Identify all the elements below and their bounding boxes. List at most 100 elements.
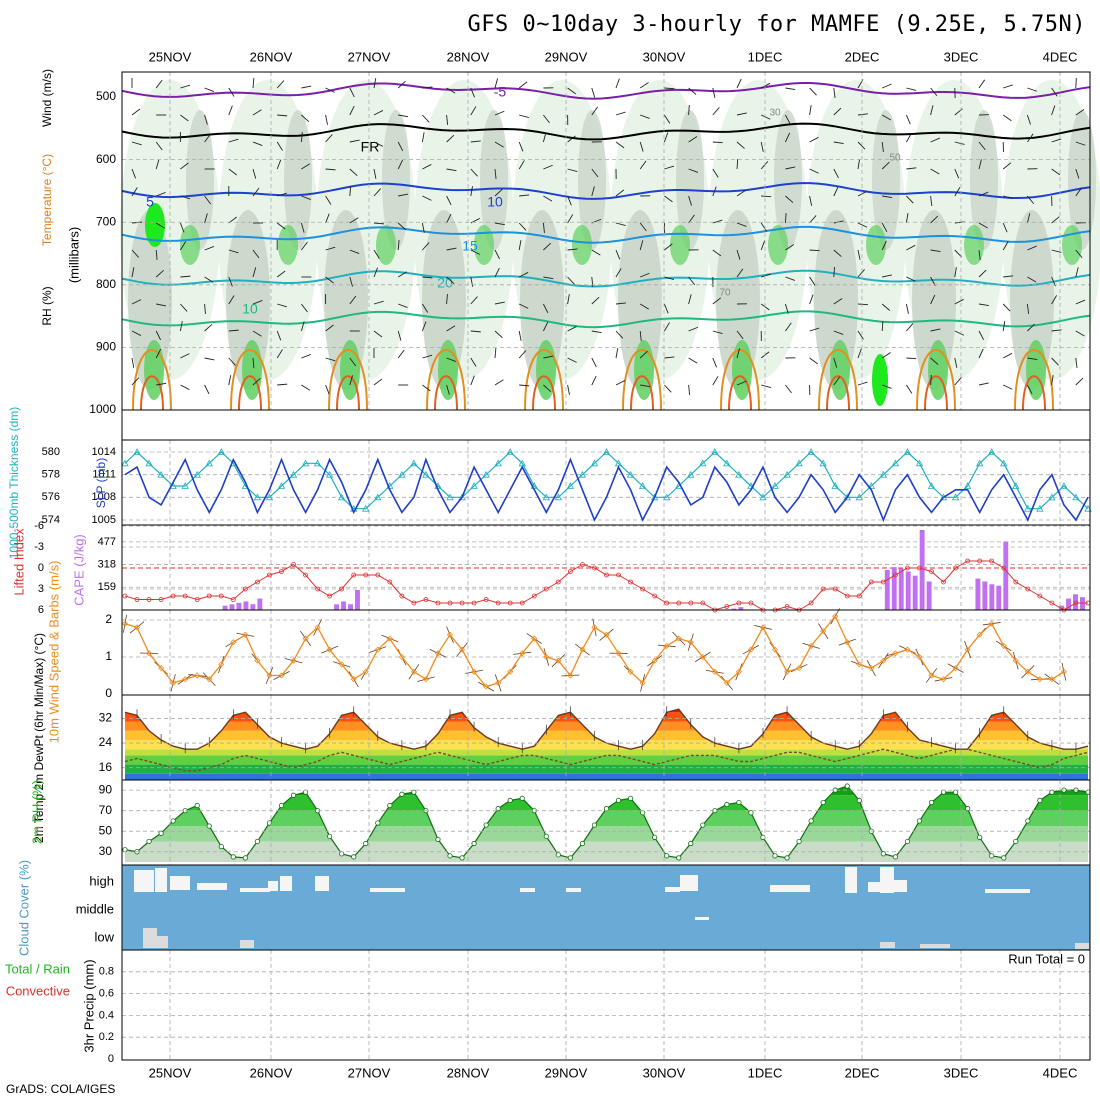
- rh2m-point: [1013, 838, 1019, 845]
- high-cloud-bar: [845, 867, 857, 893]
- contour-label: 15: [462, 238, 478, 254]
- temperature-legend-label: Temperature (°C): [40, 154, 54, 246]
- thickness-point: [663, 493, 671, 501]
- rh-shade-bright: [145, 203, 165, 247]
- wind-barb: [881, 320, 884, 332]
- top-date-label: 2DEC: [845, 49, 880, 64]
- bottom-date-label: 2DEC: [845, 1065, 880, 1080]
- rh-shade-mid: [480, 110, 508, 250]
- thickness-tick-label: 576: [42, 491, 60, 503]
- wind-speed-point: [711, 668, 718, 675]
- rh2m-point: [700, 822, 706, 828]
- wind-barb: [785, 114, 791, 125]
- cape-bar: [731, 608, 737, 610]
- wind-barb: [1027, 276, 1037, 283]
- wind-speed-point: [290, 657, 297, 664]
- wind-barb: [155, 269, 164, 278]
- isotherm-25-contour: [720, 349, 760, 411]
- high-cloud-bar: [566, 888, 581, 892]
- wind-barb: [567, 168, 578, 173]
- wind-barb: [567, 357, 577, 363]
- wind-barb: [954, 249, 963, 258]
- wind-speed-point: [639, 679, 646, 686]
- wind-barb: [397, 330, 402, 341]
- wind-speed-point: [1048, 676, 1055, 683]
- rh2m-point: [760, 834, 766, 840]
- wind-barb: [252, 249, 260, 259]
- thickness-line: [124, 451, 1089, 510]
- rh2m-point: [808, 818, 814, 824]
- rh-shade-green: [1062, 225, 1082, 265]
- wind-speed-point: [555, 657, 562, 664]
- wind-barb: [785, 244, 795, 251]
- wind-barb: [228, 357, 236, 366]
- wind-barb: [301, 353, 311, 359]
- wind-barb: [615, 78, 620, 89]
- wind-barb: [639, 160, 647, 170]
- wind-barb: [446, 384, 450, 395]
- rh2m-point: [965, 806, 971, 812]
- wind-barb: [494, 110, 505, 116]
- cape-bar: [334, 604, 340, 610]
- wind-barb: [397, 271, 407, 278]
- li-tick-label: 6: [38, 604, 44, 616]
- li-point: [206, 593, 212, 599]
- wind-barb: [373, 110, 384, 116]
- wind-speed-point: [507, 668, 514, 675]
- wind-barb: [664, 165, 675, 170]
- li-point: [700, 600, 706, 606]
- pressure-tick-label: 500: [96, 89, 116, 103]
- wind-barb: [470, 186, 473, 197]
- wind-barb: [252, 267, 257, 278]
- wind-barb: [252, 168, 257, 179]
- rh-shade-mid: [872, 110, 900, 250]
- thickness-point: [831, 482, 839, 489]
- wind-barb: [156, 303, 167, 307]
- thickness-point: [891, 459, 900, 467]
- cape-bar: [738, 607, 744, 610]
- wind-barb: [833, 249, 842, 257]
- wind-barb: [155, 159, 160, 170]
- li-point: [604, 572, 609, 578]
- wind-barb: [857, 249, 861, 260]
- rh2m-point: [170, 818, 176, 824]
- high-cloud-bar: [155, 868, 167, 892]
- cape-bar: [975, 578, 981, 610]
- wind-barb: [397, 222, 406, 231]
- rh2m-point: [327, 833, 333, 839]
- li-point: [1001, 565, 1007, 571]
- wind-barb: [179, 222, 185, 233]
- isotherm-25-contour: [328, 349, 368, 411]
- wind-barb: [833, 87, 836, 98]
- wind-barb: [422, 242, 430, 251]
- wind-barb: [422, 164, 432, 170]
- wind-speed-point: [567, 672, 574, 679]
- wind-speed-point: [651, 657, 658, 664]
- wind-barb: [663, 303, 669, 314]
- wind-barb: [542, 303, 549, 314]
- slp-ylabel: SLP (mb): [94, 458, 108, 508]
- li-point: [435, 600, 441, 606]
- wind-speed-point: [663, 642, 670, 649]
- run-total-label: Run Total = 0: [1008, 951, 1085, 966]
- temp-band: [125, 749, 1088, 756]
- wind-speed-point: [940, 676, 947, 683]
- wind-speed-point: [832, 613, 839, 620]
- thickness-point: [157, 470, 165, 478]
- cloud-level-label: middle: [76, 901, 114, 916]
- wind-barb: [785, 87, 796, 91]
- wind-barb: [276, 222, 286, 230]
- rh2m-point: [989, 853, 995, 859]
- rh2m-point: [736, 799, 742, 806]
- wind-barb: [857, 303, 869, 306]
- wind-barb: [204, 213, 208, 224]
- cape-bar: [257, 598, 263, 610]
- wind-barb: [252, 141, 263, 147]
- high-cloud-bar: [170, 876, 190, 890]
- high-cloud-bar: [665, 887, 680, 892]
- cape-bar: [1003, 541, 1009, 610]
- high-cloud-bar: [240, 888, 270, 892]
- wind-barb: [688, 357, 698, 364]
- li-tick-label: -6: [34, 520, 44, 532]
- wind-barb: [785, 166, 796, 170]
